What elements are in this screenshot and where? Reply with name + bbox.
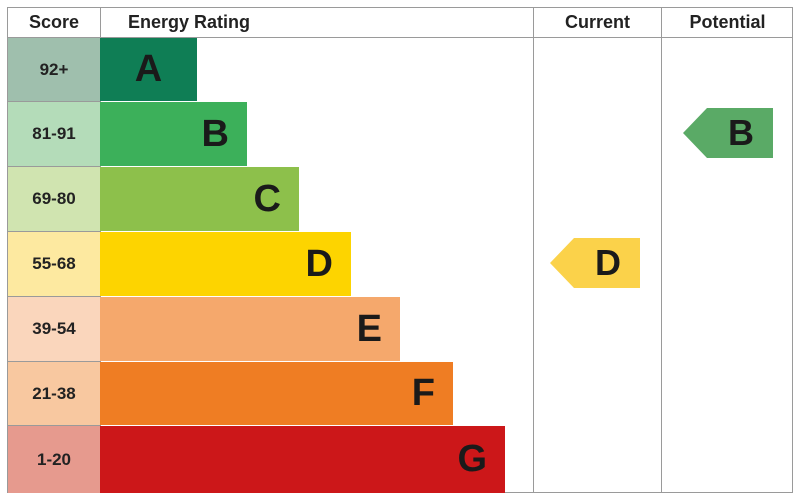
divider <box>7 231 100 232</box>
score-range-b: 81-91 <box>8 102 100 166</box>
band-bar-a: A <box>100 38 197 101</box>
score-range-d: 55-68 <box>8 232 100 296</box>
divider <box>7 425 100 426</box>
current-rating-letter: D <box>595 242 621 283</box>
header-energy-rating: Energy Rating <box>128 12 251 32</box>
potential-rating-letter: B <box>728 112 754 153</box>
score-range-f: 21-38 <box>8 362 100 425</box>
divider <box>7 166 100 167</box>
band-bar-g: G <box>100 426 505 493</box>
divider <box>7 296 100 297</box>
band-bar-f: F <box>100 362 453 425</box>
current-arrow-shape <box>550 238 640 288</box>
potential-rating-arrow: B <box>683 108 773 158</box>
divider <box>7 37 793 38</box>
potential-arrow-shape <box>683 108 773 158</box>
band-bar-c: C <box>100 167 299 231</box>
divider <box>533 7 534 493</box>
header-current: Current <box>564 12 630 32</box>
score-range-a: 92+ <box>8 38 100 101</box>
score-range-c: 69-80 <box>8 167 100 231</box>
band-bar-e: E <box>100 297 400 361</box>
header-score: Score <box>28 12 80 32</box>
divider <box>7 101 100 102</box>
band-bar-d: D <box>100 232 351 296</box>
divider <box>661 7 662 493</box>
score-range-e: 39-54 <box>8 297 100 361</box>
divider <box>7 361 100 362</box>
band-bar-b: B <box>100 102 247 166</box>
header-potential: Potential <box>689 12 766 32</box>
current-rating-arrow: D <box>550 238 640 288</box>
score-range-g: 1-20 <box>8 426 100 493</box>
